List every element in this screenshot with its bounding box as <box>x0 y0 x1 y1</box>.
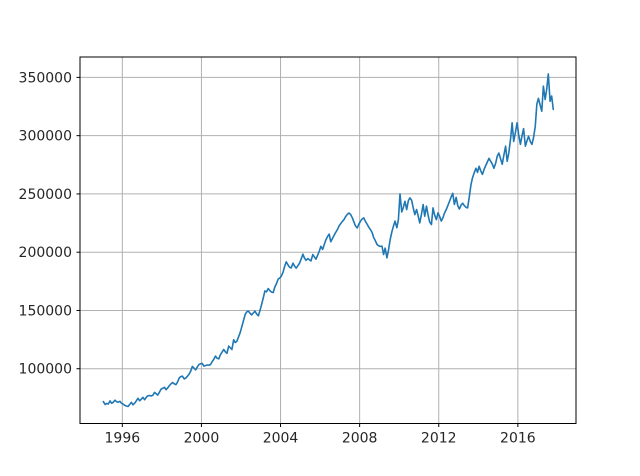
y-tick-label: 200000 <box>19 245 72 261</box>
y-tick-label: 350000 <box>19 70 72 86</box>
axes-spines <box>79 56 577 424</box>
x-tick-label: 2004 <box>263 431 299 447</box>
data-series-line <box>102 73 555 408</box>
x-tick-label: 1996 <box>105 431 141 447</box>
x-tick-label: 2008 <box>342 431 378 447</box>
y-tick-label: 100000 <box>19 362 72 378</box>
y-tick-label: 300000 <box>19 129 72 145</box>
x-tick-label: 2016 <box>500 431 536 447</box>
x-tick-label: 2012 <box>421 431 457 447</box>
x-tick-label: 2000 <box>184 431 220 447</box>
y-tick-label: 250000 <box>19 187 72 203</box>
y-tick-label: 150000 <box>19 303 72 319</box>
